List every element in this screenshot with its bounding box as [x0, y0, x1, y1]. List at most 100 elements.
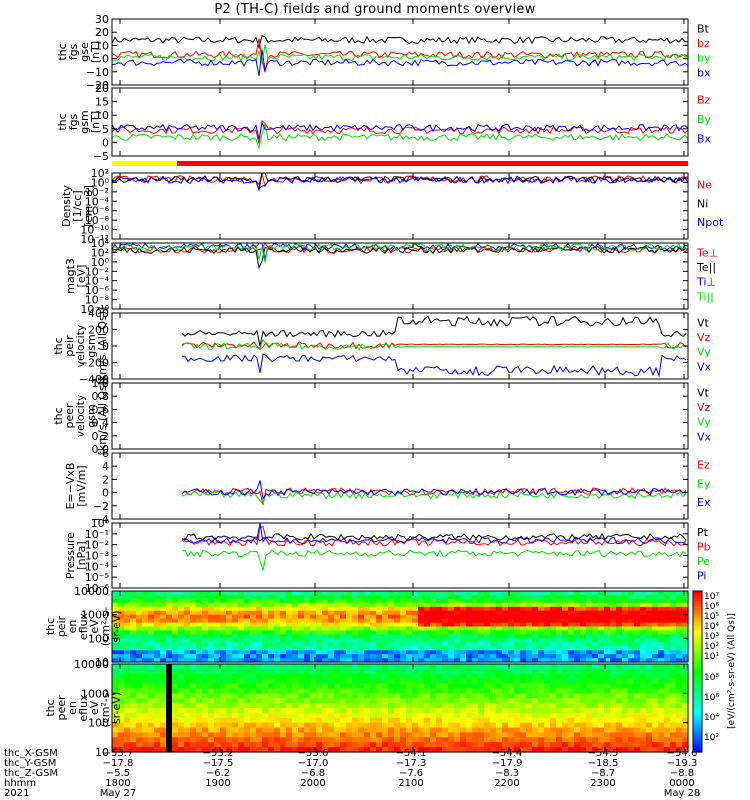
spectrogram-cell [592, 698, 599, 704]
spectrogram-cell [358, 614, 365, 620]
spectrogram-cell [520, 602, 527, 608]
spectrogram-cell [586, 606, 593, 612]
spectrogram-cell [562, 664, 569, 670]
spectrogram-cell [466, 602, 473, 608]
spectrogram-cell [388, 747, 395, 753]
spectrogram-cell [250, 708, 257, 714]
colorbar-cell [693, 663, 702, 667]
spectrogram-cell [412, 668, 419, 675]
legend-Pi: Pi [697, 570, 706, 583]
spectrogram-cell [238, 737, 245, 743]
spectrogram-cell [604, 654, 611, 659]
y-axis-label-line: gsm [85, 404, 98, 427]
spectrogram-cell [322, 614, 329, 620]
spectrogram-cell [238, 708, 245, 714]
spectrogram-cell [310, 737, 317, 743]
spectrogram-cell [436, 602, 443, 608]
spectrogram-cell [598, 717, 605, 724]
spectrogram-cell [496, 722, 503, 729]
spectrogram-cell [154, 594, 161, 600]
spectrogram-cell [436, 688, 443, 694]
spectrogram-cell [316, 622, 323, 628]
spectrogram-cell [298, 698, 305, 704]
spectrogram-cell [538, 747, 545, 753]
spectrogram-cell [238, 614, 245, 620]
spectrogram-cell [634, 594, 641, 600]
spectrogram-cell [418, 594, 425, 600]
spectrogram-cell [364, 703, 371, 709]
spectrogram-cell [118, 654, 125, 659]
spectrogram-cell [670, 698, 677, 704]
spectrogram-cell [592, 618, 599, 624]
spectrogram-cell [670, 703, 677, 709]
spectrogram-cell [184, 650, 191, 655]
spectrogram-cell [310, 654, 317, 659]
spectrogram-cell [232, 618, 239, 624]
spectrogram-cell [166, 618, 173, 624]
spectrogram-cell [148, 668, 155, 675]
spectrogram-cell [568, 594, 575, 600]
spectrogram-cell [424, 646, 431, 651]
spectrogram-cell [238, 610, 245, 616]
spectrogram-cell [652, 673, 659, 680]
spectrogram-cell [652, 642, 659, 647]
spectrogram-cell [592, 622, 599, 628]
spectrogram-cell [544, 688, 551, 694]
spectrogram-cell [496, 642, 503, 647]
spectrogram-cell [682, 678, 689, 685]
spectrogram-cell [676, 650, 683, 655]
spectrogram-cell [322, 732, 329, 738]
spectrogram-cell [592, 598, 599, 604]
spectrogram-cell [526, 598, 533, 604]
spectrogram-cell [676, 732, 683, 738]
spectrogram-cell [418, 642, 425, 647]
spectrogram-cell [514, 698, 521, 704]
spectrogram-cell [502, 610, 509, 616]
spectrogram-cell [226, 678, 233, 685]
spectrogram-cell [550, 610, 557, 616]
spectrogram-cell [346, 683, 353, 690]
spectrogram-cell [340, 606, 347, 612]
spectrogram-cell [412, 742, 419, 748]
spectrogram-cell [142, 614, 149, 620]
spectrogram-cell [544, 712, 551, 719]
spectrogram-cell [376, 708, 383, 714]
spectrogram-cell [136, 703, 143, 709]
spectrogram-cell [436, 737, 443, 743]
spectrogram-cell [352, 732, 359, 738]
spectrogram-cell [454, 693, 461, 699]
spectrogram-cell [130, 673, 137, 680]
spectrogram-cell [352, 664, 359, 670]
spectrogram-cell [196, 634, 203, 639]
spectrogram-cell [412, 638, 419, 643]
spectrogram-cell [322, 664, 329, 670]
spectrogram-cell [502, 650, 509, 655]
spectrogram-cell [508, 634, 515, 639]
spectrogram-cell [220, 630, 227, 635]
spectrogram-cell [598, 693, 605, 699]
colorbar-tick: 10¹ [704, 652, 719, 662]
spectrogram-cell [538, 602, 545, 608]
spectrogram-cell [664, 693, 671, 699]
spectrogram-cell [322, 742, 329, 748]
spectrogram-cell [478, 642, 485, 647]
spectrogram-cell [202, 622, 209, 628]
spectrogram-cell [382, 606, 389, 612]
spectrogram-cell [448, 634, 455, 639]
spectrogram-cell [520, 634, 527, 639]
spectrogram-cell [568, 722, 575, 729]
spectrogram-cell [442, 703, 449, 709]
spectrogram-cell [274, 658, 281, 663]
spectrogram-cell [586, 642, 593, 647]
spectrogram-cell [670, 642, 677, 647]
spectrogram-cell [334, 598, 341, 604]
spectrogram-cell [424, 693, 431, 699]
colorbar-cell [693, 749, 702, 753]
spectrogram-cell [676, 646, 683, 651]
spectrogram-cell [118, 717, 125, 724]
spectrogram-cell [316, 722, 323, 729]
spectrogram-cell [430, 668, 437, 675]
spectrogram-cell [640, 622, 647, 628]
spectrogram-cell [640, 732, 647, 738]
spectrogram-cell [496, 610, 503, 616]
